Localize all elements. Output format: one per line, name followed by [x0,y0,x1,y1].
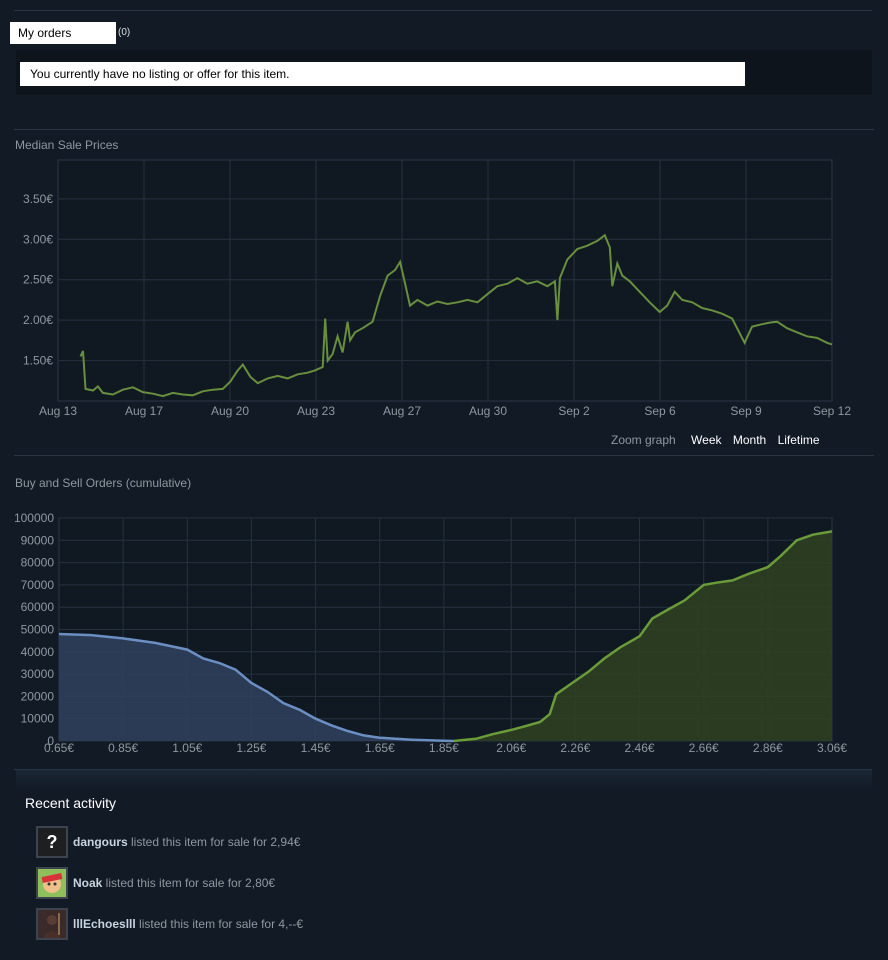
question-avatar-icon[interactable]: ? [36,826,68,858]
median-divider [14,129,874,130]
orders-y-tick-label: 80000 [21,556,55,570]
median-y-tick-label: 2.00€ [23,313,53,327]
median-y-tick-label: 2.50€ [23,273,53,287]
orders-y-tick-label: 70000 [21,578,55,592]
median-x-tick-label: Aug 13 [39,404,77,418]
top-divider [14,10,872,11]
activity-user-name[interactable]: Noak [73,876,103,890]
orders-y-tick-label: 20000 [21,689,55,703]
cartoon-avatar-icon[interactable] [36,867,68,899]
activity-description: listed this item for sale for 2,80€ [102,876,276,890]
median-x-tick-label: Sep 9 [730,404,762,418]
orders-y-tick-label: 0 [47,734,54,748]
orders-y-tick-label: 10000 [21,712,55,726]
buy-orders-area [59,634,454,741]
activity-user-name[interactable]: dangours [73,835,128,849]
median-sale-prices-chart[interactable]: 1.50€ 2.00€ 2.50€ 3.00€ 3.50€ Aug 13 Aug 17 Au… [0,0,888,425]
median-x-tick-label: Aug 27 [383,404,421,418]
buy-sell-orders-chart[interactable]: 0 10000 20000 30000 40000 50000 60000 70000 8000… [0,0,888,760]
sell-orders-line [453,530,833,743]
activity-description: listed this item for sale for 4,--€ [135,917,304,931]
orders-x-tick-label: 2.86€ [753,741,783,755]
orders-x-tick-label: 1.65€ [365,741,395,755]
median-x-tick-label: Sep 2 [558,404,590,418]
activity-divider [14,769,872,770]
orders-x-tick-label: 1.25€ [236,741,266,755]
orders-y-tick-label: 100000 [14,511,54,525]
activity-header-band [16,770,872,790]
orders-y-tick-label: 60000 [21,600,55,614]
median-y-tick-label: 1.50€ [23,354,53,368]
median-x-tick-label: Sep 6 [644,404,676,418]
median-y-tick-label: 3.00€ [23,232,53,246]
orders-x-tick-label: 1.45€ [301,741,331,755]
orders-x-tick-label: 2.66€ [689,741,719,755]
median-y-tick-label: 3.50€ [23,192,53,206]
orders-chart-title: Buy and Sell Orders (cumulative) [15,476,192,490]
median-x-tick-label: Aug 23 [297,404,335,418]
zoom-controls: Zoom graph Week Month Lifetime [611,433,820,447]
recent-activity-title: Recent activity [25,795,117,811]
orders-x-tick-label: 0.85€ [108,741,138,755]
orders-x-tick-label: 2.06€ [496,741,526,755]
zoom-graph-label: Zoom graph [611,433,676,447]
orders-y-tick-label: 50000 [21,623,55,637]
orders-y-tick-label: 40000 [21,645,55,659]
activity-item: lllEchoeslll listed this item for sale f… [36,906,303,942]
activity-text: lllEchoeslll listed this item for sale f… [73,917,303,931]
activity-item: Noak listed this item for sale for 2,80€ [36,865,275,901]
median-chart-title: Median Sale Prices [15,138,119,152]
dark-figure-avatar-icon[interactable] [36,908,68,940]
my-orders-count: (0) [118,27,131,38]
zoom-week-button[interactable]: Week [691,433,722,447]
dark-figure-avatar-image [38,910,66,938]
median-x-tick-label: Aug 20 [211,404,249,418]
median-x-tick-label: Sep 12 [813,404,851,418]
zoom-month-button[interactable]: Month [732,433,767,447]
orders-x-tick-label: 1.05€ [172,741,202,755]
activity-description: listed this item for sale for 2,94€ [127,835,301,849]
orders-x-tick-label: 3.06€ [817,741,847,755]
cartoon-avatar-image [38,869,66,897]
activity-text: Noak listed this item for sale for 2,80€ [73,876,275,890]
median-x-tick-label: Aug 30 [469,404,507,418]
activity-text: dangours listed this item for sale for 2… [73,835,300,849]
median-x-tick-label: Aug 17 [125,404,163,418]
orders-x-tick-label: 2.46€ [625,741,655,755]
orders-x-tick-label: 1.85€ [429,741,459,755]
orders-x-tick-label: 2.26€ [560,741,590,755]
orders-y-tick-label: 30000 [21,667,55,681]
orders-x-tick-label: 0.65€ [44,741,74,755]
buy-orders-line [58,632,454,743]
no-listing-message: You currently have no listing or offer f… [20,62,745,86]
orders-chart-divider [14,455,874,456]
my-orders-tab[interactable]: My orders [10,22,116,44]
activity-item: ? dangours listed this item for sale for… [36,824,300,860]
median-price-line [79,233,833,398]
sell-orders-area [453,531,832,741]
zoom-lifetime-button[interactable]: Lifetime [777,433,820,447]
orders-y-tick-label: 90000 [21,533,55,547]
activity-user-name[interactable]: lllEchoeslll [73,917,136,931]
